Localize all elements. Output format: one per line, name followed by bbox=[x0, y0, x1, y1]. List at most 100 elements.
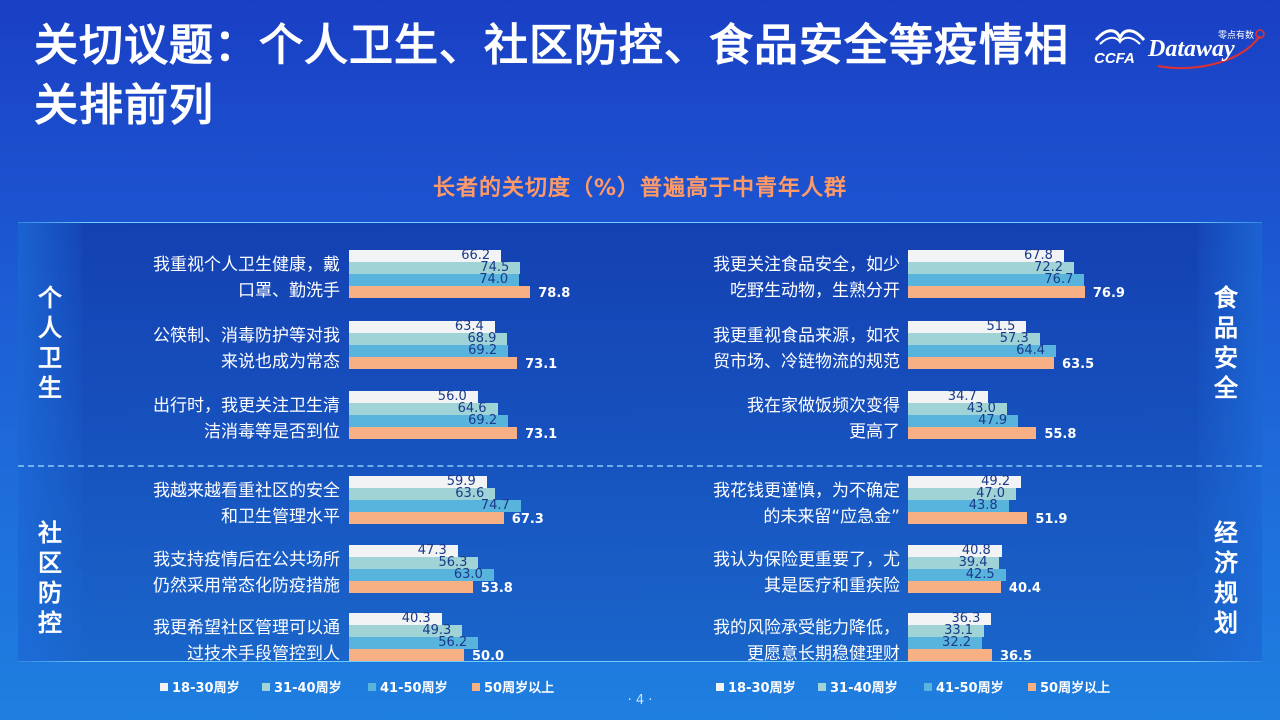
left-bar-series-2 bbox=[349, 488, 496, 500]
legend-item: 18-30周岁 bbox=[160, 677, 240, 696]
section-divider bbox=[18, 465, 1262, 467]
right-bar-value-label: 40.8 bbox=[961, 543, 991, 558]
right-bar-value-label: 49.2 bbox=[981, 474, 1011, 489]
side-label-char: 卫 bbox=[38, 344, 62, 372]
left-bar-value-label: 53.8 bbox=[480, 581, 513, 596]
right-bar-series-3 bbox=[908, 274, 1085, 286]
left-bar-series-4 bbox=[349, 286, 531, 298]
right-bar-value-label: 76.7 bbox=[1044, 272, 1074, 287]
left-bar-series-2 bbox=[349, 262, 521, 274]
right-bar-series-1 bbox=[908, 545, 1002, 557]
legend-right: 18-30周岁 31-40周岁 41-50周岁 50周岁以上 bbox=[716, 677, 1116, 696]
right-bar-series-4 bbox=[908, 357, 1055, 369]
left-bar-value-label: 63.0 bbox=[453, 567, 483, 582]
row-label-line: 其是医疗和重疾险 bbox=[764, 576, 900, 596]
right-bar-series-2 bbox=[908, 333, 1040, 345]
right-bar-value-label: 76.9 bbox=[1092, 286, 1125, 301]
right-bar-series-3 bbox=[908, 569, 1006, 581]
left-bar-value-label: 74.5 bbox=[480, 260, 510, 275]
left-bar-series-1 bbox=[349, 545, 458, 557]
row-label-line: 我花钱更谨慎，为不确定 bbox=[713, 481, 900, 501]
row-label-line: 我的风险承受能力降低， bbox=[713, 618, 900, 638]
right-row-label: 我花钱更谨慎，为不确定 的未来留“应急金” bbox=[680, 478, 900, 530]
legend-label: 41-50周岁 bbox=[380, 681, 448, 696]
side-label-char: 生 bbox=[38, 374, 62, 402]
row-label-line: 我认为保险更重要了，尤 bbox=[713, 550, 900, 570]
legend-swatch bbox=[1028, 683, 1036, 691]
right-bar-value-label: 43.0 bbox=[966, 401, 996, 416]
left-bar-series-2 bbox=[349, 557, 479, 569]
left-bar-series-1 bbox=[349, 250, 502, 262]
left-bar-value-label: 74.7 bbox=[480, 498, 510, 513]
right-row-label: 我更关注食品安全，如少吃野生动物，生熟分开 bbox=[680, 252, 900, 304]
side-label-char: 安 bbox=[1214, 344, 1238, 372]
right-bar-series-2 bbox=[908, 488, 1017, 500]
right-bar-series-3 bbox=[908, 637, 983, 649]
left-bar-series-4 bbox=[349, 357, 518, 369]
row-label-line: 吃野生动物，生熟分开 bbox=[730, 281, 900, 301]
right-row-label: 我更重视食品来源，如农 贸市场、冷链物流的规范 bbox=[680, 323, 900, 375]
right-bar-value-label: 40.4 bbox=[1008, 581, 1041, 596]
row-label-line: 更愿意长期稳健理财 bbox=[747, 644, 900, 664]
left-bar-value-label: 73.1 bbox=[525, 427, 558, 442]
side-label-char: 品 bbox=[1214, 314, 1238, 342]
right-bar-value-label: 43.8 bbox=[968, 498, 998, 513]
row-label-line: 贸市场、冷链物流的规范 bbox=[713, 352, 900, 372]
legend-swatch bbox=[818, 683, 826, 691]
side-label-char: 区 bbox=[38, 549, 62, 577]
chart-subtitle: 长者的关切度（%）普遍高于中青年人群 bbox=[432, 176, 848, 201]
row-label-line: 我更关注食品安全，如少 bbox=[713, 255, 900, 275]
row-label-line: 过技术手段管控到人 bbox=[187, 644, 340, 664]
row-label-line: 口罩、勤洗手 bbox=[238, 281, 340, 301]
legend-swatch bbox=[472, 683, 480, 691]
right-bar-value-label: 72.2 bbox=[1034, 260, 1063, 275]
left-row-label: 出行时，我更关注卫生清 洁消毒等是否到位 bbox=[120, 393, 340, 445]
side-label-char: 划 bbox=[1214, 609, 1238, 637]
side-label-char: 防 bbox=[38, 579, 62, 607]
right-row-label: 我的风险承受能力降低， 更愿意长期稳健理财 bbox=[680, 615, 900, 667]
side-label-char: 食品安全 bbox=[1206, 283, 1246, 403]
side-label-char: 经济规划 bbox=[1206, 518, 1246, 638]
right-bar-series-1 bbox=[908, 321, 1027, 333]
dataway-swoosh-icon bbox=[1157, 29, 1265, 70]
left-row-label: 我越来越看重社区的安全 和卫生管理水平 bbox=[120, 478, 340, 530]
left-bar-series-1 bbox=[349, 613, 442, 625]
row-label-line: 我支持疫情后在公共场所 bbox=[153, 550, 340, 570]
left-bar-series-3 bbox=[349, 569, 494, 581]
left-bar-series-2 bbox=[349, 625, 463, 637]
right-bar-value-label: 57.3 bbox=[999, 331, 1029, 346]
right-bar-value-label: 64.4 bbox=[1016, 343, 1046, 358]
right-bar-value-label: 36.5 bbox=[999, 649, 1033, 664]
side-label-char: 济 bbox=[1214, 549, 1238, 577]
left-bar-value-label: 56.0 bbox=[437, 389, 467, 404]
right-bar-series-2 bbox=[908, 262, 1075, 274]
right-bar-series-2 bbox=[908, 557, 999, 569]
left-bar-value-label: 68.9 bbox=[467, 331, 497, 346]
right-bar-series-1 bbox=[908, 476, 1022, 488]
right-side-band bbox=[1198, 222, 1262, 662]
left-bar-series-4 bbox=[349, 512, 504, 524]
left-bar-value-label: 67.3 bbox=[511, 512, 544, 527]
brand-logo: CCFA Dataway 零点有数 bbox=[1092, 26, 1272, 72]
left-bar-series-4 bbox=[349, 581, 473, 593]
right-bar-series-3 bbox=[908, 415, 1019, 427]
row-label-line: 我重视个人卫生健康，戴 bbox=[153, 255, 340, 275]
side-label-personal-hygiene: 个人卫生 bbox=[30, 283, 70, 403]
left-bar-value-label: 69.2 bbox=[468, 413, 498, 428]
side-label-char: 人 bbox=[38, 314, 62, 342]
row-label-line: 出行时，我更关注卫生清 bbox=[153, 396, 340, 416]
left-bar-series-3 bbox=[349, 415, 509, 427]
legend-swatch bbox=[160, 683, 168, 691]
legend-label: 41-50周岁 bbox=[936, 681, 1004, 696]
legend-swatch bbox=[368, 683, 376, 691]
row-label-line: 我更重视食品来源，如农 bbox=[713, 326, 900, 346]
left-row-label: 我支持疫情后在公共场所 仍然采用常态化防疫措施 bbox=[120, 547, 340, 599]
left-bar-value-label: 74.0 bbox=[479, 272, 509, 287]
right-bar-series-4 bbox=[908, 286, 1085, 298]
side-label-community: 社区防控 bbox=[30, 518, 70, 638]
ccfa-wings-icon bbox=[1094, 29, 1146, 45]
right-bar-value-label: 39.4 bbox=[958, 555, 988, 570]
legend-item: 50周岁以上 bbox=[472, 677, 554, 696]
side-label-char: 控 bbox=[38, 609, 62, 637]
right-bar-value-label: 51.9 bbox=[1035, 512, 1068, 527]
